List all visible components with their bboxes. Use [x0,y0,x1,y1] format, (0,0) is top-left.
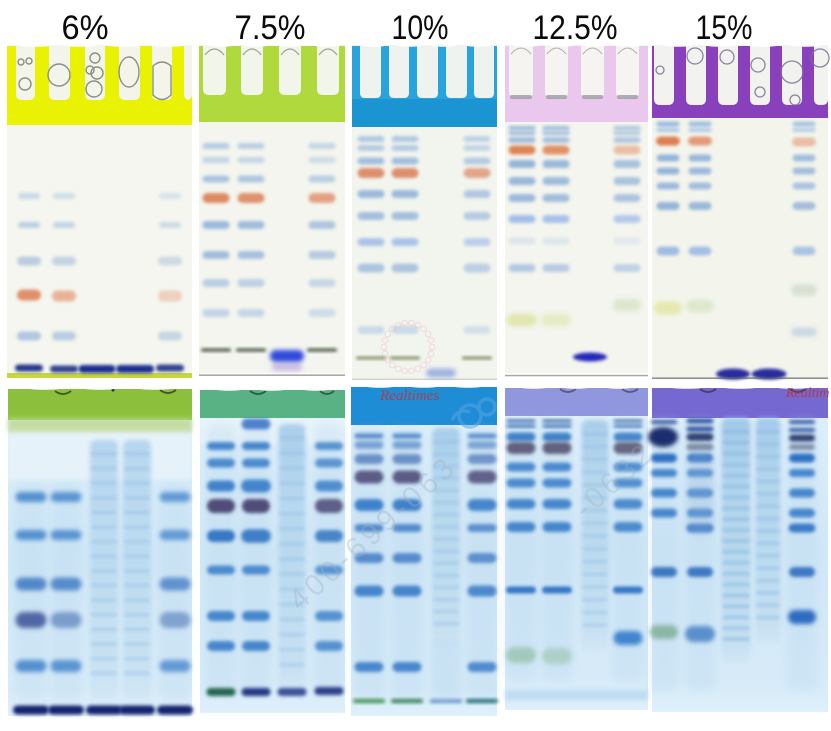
svg-text:6%: 6% [62,9,109,47]
svg-text:Realtim: Realtim [785,386,830,401]
svg-text:7.5%: 7.5% [235,9,306,47]
svg-text:Realtimes: Realtimes [379,388,439,404]
svg-text:12.5%: 12.5% [533,9,618,47]
svg-text:10%: 10% [392,9,449,47]
svg-text:15%: 15% [696,9,753,47]
